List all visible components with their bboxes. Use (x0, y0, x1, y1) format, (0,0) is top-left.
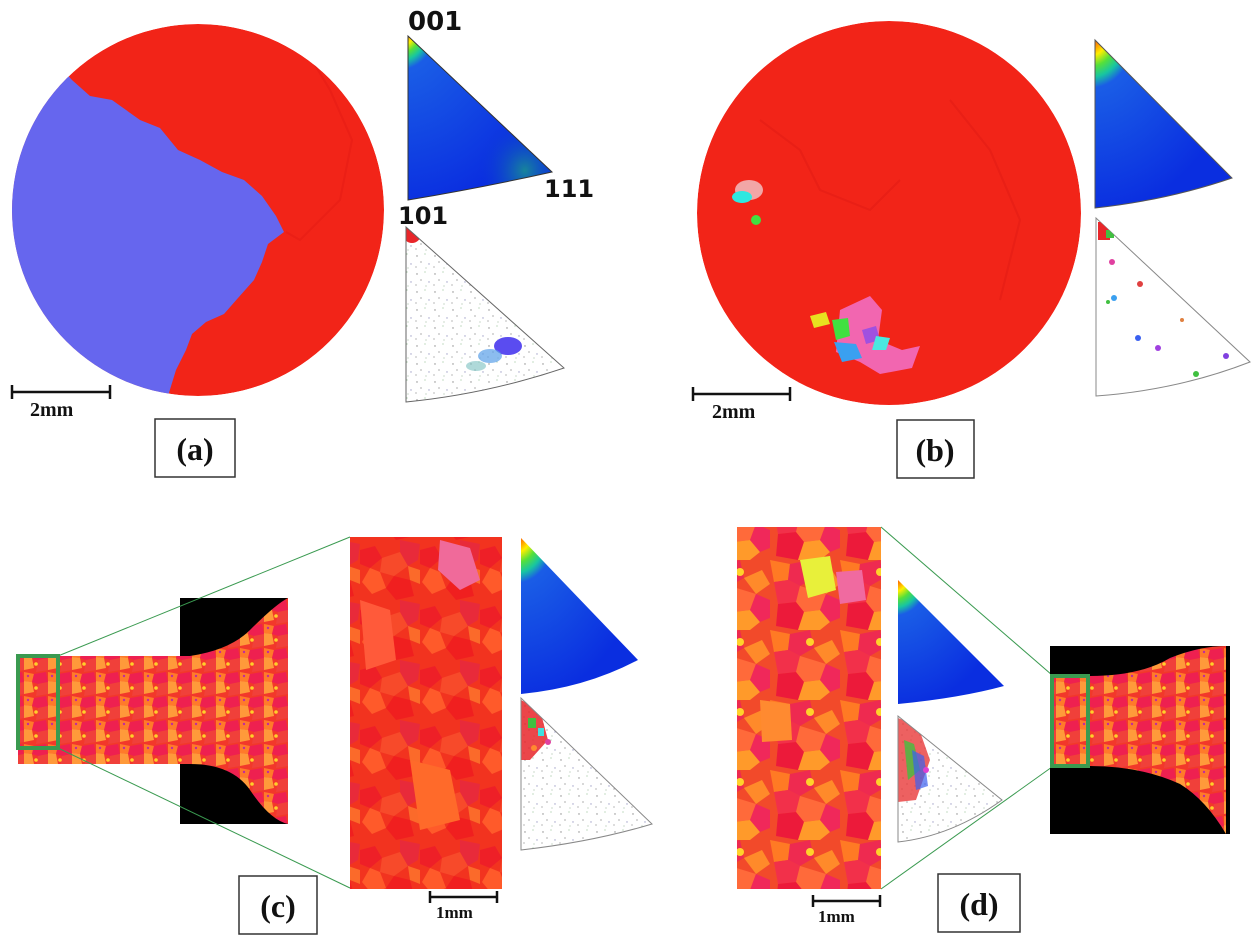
scale-bar-b: 2mm (691, 387, 792, 423)
scale-bar-label-c: 1mm (436, 903, 473, 922)
scale-bar-c: 1mm (428, 891, 499, 922)
zoom-lines-c (57, 536, 351, 889)
zoom-lines-d (880, 526, 1053, 890)
pole-figure-a (405, 225, 565, 403)
panel-label-c: (c) (238, 875, 318, 935)
ipf-label-001: 001 (408, 7, 462, 37)
zoom-box-c (16, 654, 60, 750)
ipf-label-111: 111 (544, 175, 594, 203)
panel-label-b-text: (b) (915, 432, 954, 468)
ipf-key-a: 001 111 101 (398, 7, 594, 230)
pole-figure-d (897, 714, 1003, 843)
ipf-key-c (521, 538, 638, 694)
ebsd-map-b (697, 21, 1081, 405)
specimen-map-c (16, 598, 288, 824)
panel-d: 1mm (d) (737, 526, 1230, 933)
ebsd-map-a (12, 24, 384, 396)
panel-label-a: (a) (154, 418, 236, 478)
scale-bar-label-b: 2mm (712, 401, 756, 423)
panel-label-b: (b) (896, 419, 975, 479)
zoomed-map-d (737, 527, 881, 889)
scale-bar-label-d: 1mm (818, 907, 855, 926)
scale-bar-a: 2mm (10, 385, 112, 421)
specimen-map-d (1050, 646, 1230, 834)
panel-label-d-text: (d) (959, 886, 998, 922)
ipf-key-d (898, 580, 1004, 704)
panel-label-d: (d) (937, 873, 1021, 933)
pole-figure-c (520, 696, 653, 851)
panel-label-c-text: (c) (260, 888, 296, 924)
scale-bar-label-a: 2mm (30, 399, 74, 421)
ipf-label-101: 101 (398, 202, 448, 230)
scale-bar-d: 1mm (811, 895, 882, 926)
panel-b: 2mm (b) (691, 21, 1251, 479)
zoom-box-d (1050, 674, 1090, 768)
ipf-key-b (1094, 38, 1233, 209)
panel-label-a-text: (a) (176, 431, 213, 467)
panel-a: 001 111 101 2mm (a) (10, 7, 594, 478)
zoomed-map-c (350, 537, 502, 889)
panel-c: 1mm (c) (16, 536, 653, 935)
pole-figure-b (1095, 216, 1251, 397)
